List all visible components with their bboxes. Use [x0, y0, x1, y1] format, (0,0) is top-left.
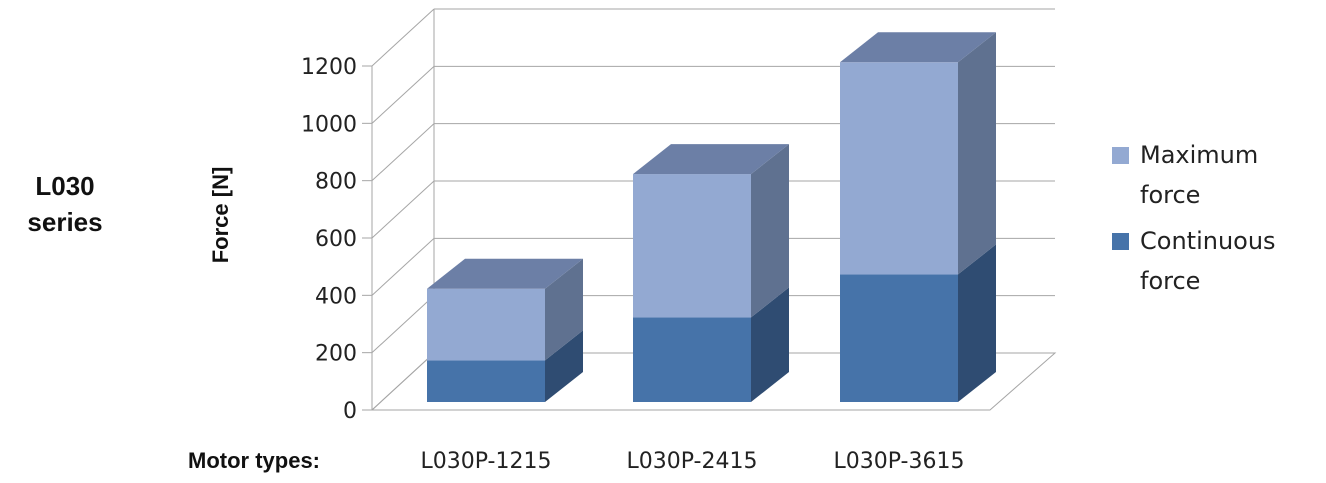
legend: Maximum force Continuous force: [1112, 135, 1312, 307]
x-axis-label: Motor types:: [188, 448, 320, 473]
y-tick-label-1: 200: [315, 342, 357, 367]
bar-top-0: [427, 258, 583, 289]
bar-continuous-1: [633, 317, 751, 402]
y-tick-label-5: 1000: [301, 112, 357, 137]
gridline-depth-3: [371, 180, 435, 239]
gridline-depth-5: [371, 65, 435, 124]
y-axis-label-wrap: Force [N]: [196, 140, 246, 290]
bar-maximum-side-1: [751, 144, 789, 318]
legend-item-continuous: Continuous force: [1112, 221, 1312, 301]
bar-maximum-side-0: [545, 258, 583, 361]
legend-label-maximum-2: force: [1140, 181, 1201, 209]
x-tick-label-2: L030P-3615: [834, 449, 965, 474]
bar-continuous-side-2: [958, 244, 996, 402]
gridline-depth-1: [371, 295, 435, 354]
side-title-line-1: L030: [35, 171, 95, 201]
x-tick-label-1: L030P-2415: [627, 449, 758, 474]
legend-swatch-continuous: [1112, 233, 1129, 250]
bar-maximum-0: [427, 288, 545, 361]
bar-top-2: [840, 32, 996, 63]
bar-maximum-2: [840, 62, 958, 275]
side-title-line-2: series: [27, 207, 103, 237]
gridline-depth-2: [371, 237, 435, 296]
bar-maximum-1: [633, 174, 751, 318]
bar-continuous-side-0: [545, 330, 583, 402]
gridline-depth-4: [371, 123, 435, 182]
gridline-depth-6: [371, 8, 435, 67]
y-tick-label-3: 600: [315, 227, 357, 252]
y-axis-label: Force [N]: [208, 166, 233, 264]
y-tick-label-4: 800: [315, 170, 357, 195]
bar-continuous-2: [840, 274, 958, 402]
bar-top-1: [633, 144, 789, 175]
bar-maximum-side-2: [958, 32, 996, 275]
bar-continuous-side-1: [751, 287, 789, 402]
legend-label-maximum-1: Maximum: [1140, 141, 1259, 169]
y-tick-label-6: 1200: [301, 55, 357, 80]
legend-label-continuous-2: force: [1140, 267, 1201, 295]
chart-floor: [370, 352, 1057, 411]
y-tick-label-2: 400: [315, 284, 357, 309]
legend-label-continuous-1: Continuous: [1140, 227, 1276, 255]
x-tick-label-0: L030P-1215: [421, 449, 552, 474]
y-tick-label-0: 0: [343, 399, 357, 424]
bar-continuous-0: [427, 360, 545, 402]
legend-item-maximum: Maximum force: [1112, 135, 1312, 215]
legend-swatch-maximum: [1112, 147, 1129, 164]
